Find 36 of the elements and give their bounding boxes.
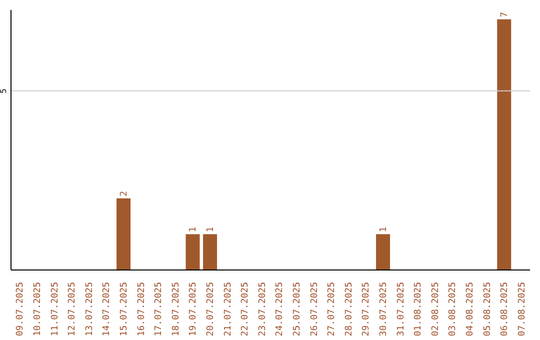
x-tick-label: 03.08.2025 xyxy=(448,282,458,336)
x-tick-label: 21.07.2025 xyxy=(223,282,234,336)
x-tick-label: 05.08.2025 xyxy=(482,282,493,336)
x-tick-label: 07.08.2025 xyxy=(517,282,528,336)
x-tick-label: 27.07.2025 xyxy=(327,282,338,336)
y-tick-label: 5 xyxy=(0,88,8,94)
x-tick-label: 29.07.2025 xyxy=(362,282,372,336)
x-tick-label: 10.07.2025 xyxy=(32,282,43,336)
x-tick-label: 11.07.2025 xyxy=(50,282,60,336)
x-tick-label: 18.07.2025 xyxy=(171,282,182,336)
x-tick-label: 24.07.2025 xyxy=(275,282,286,336)
x-tick-label: 09.07.2025 xyxy=(16,282,26,336)
x-tick-label: 06.08.2025 xyxy=(500,282,510,336)
x-tick-label: 25.07.2025 xyxy=(292,282,302,336)
data-label: 1 xyxy=(188,226,199,232)
x-tick-label: 17.07.2025 xyxy=(154,282,164,336)
x-tick-label: 01.08.2025 xyxy=(414,282,424,336)
x-tick-label: 02.08.2025 xyxy=(430,282,441,336)
data-label: 2 xyxy=(120,190,130,196)
x-tick-label: 14.07.2025 xyxy=(102,282,112,336)
x-tick-label: 30.07.2025 xyxy=(378,282,389,336)
x-tick-label: 12.07.2025 xyxy=(68,282,78,336)
data-label: 7 xyxy=(500,12,510,18)
x-tick-label: 20.07.2025 xyxy=(206,282,216,336)
x-tick-label: 16.07.2025 xyxy=(136,282,147,336)
x-tick-label: 23.07.2025 xyxy=(258,282,268,336)
x-tick-label: 04.08.2025 xyxy=(465,282,476,336)
x-tick-label: 28.07.2025 xyxy=(344,282,354,336)
x-tick-label: 19.07.2025 xyxy=(188,282,199,336)
x-tick-label: 31.07.2025 xyxy=(396,282,406,336)
x-tick-label: 26.07.2025 xyxy=(310,282,320,336)
data-label: 1 xyxy=(206,226,216,232)
x-tick-label: 15.07.2025 xyxy=(119,282,130,336)
x-tick-label: 13.07.2025 xyxy=(84,282,95,336)
x-tick-label: 22.07.2025 xyxy=(240,282,251,336)
data-label: 1 xyxy=(379,226,390,232)
